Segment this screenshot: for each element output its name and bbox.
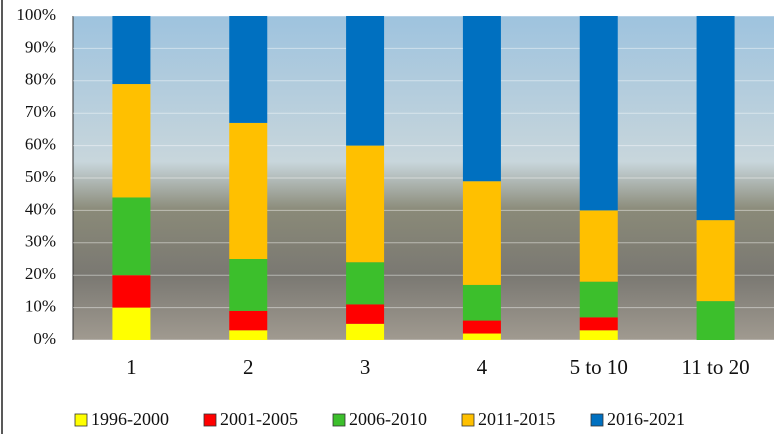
bar-segment [229,310,268,331]
legend-swatch [461,413,475,427]
legend-swatch [590,413,604,427]
legend-swatch [332,413,346,427]
x-tick-label: 11 to 20 [682,355,750,379]
bar-segment [229,259,268,311]
legend-label: 2016-2021 [607,409,685,429]
x-tick-label: 2 [243,355,254,379]
bar-segment [229,122,268,259]
y-tick-label: 40% [25,199,56,218]
bar-segment [112,307,151,340]
legend-label: 2006-2010 [349,409,427,429]
y-tick-label: 30% [25,232,56,251]
bar-segment [346,304,385,324]
y-tick-label: 10% [25,297,56,316]
x-tick-label: 1 [126,355,137,379]
x-tick-label: 3 [360,355,371,379]
bar-segment [462,181,501,285]
legend-label: 2011-2015 [478,409,555,429]
bar-segment [579,330,618,340]
bar-segment [696,16,735,221]
y-tick-label: 80% [25,70,56,89]
bar-segment [346,323,385,340]
bar-segment [462,284,501,321]
x-tick-label: 4 [477,355,488,379]
x-tick-label: 5 to 10 [570,355,628,379]
bar-segment [462,333,501,340]
bar-segment [579,281,618,318]
bar-segment [112,197,151,276]
bar-segment [579,317,618,331]
legend-swatch [74,413,88,427]
bar-segment [112,16,151,85]
bar-segment [112,84,151,198]
bar-segment [229,330,268,340]
y-tick-label: 20% [25,264,56,283]
y-tick-label: 90% [25,37,56,56]
y-tick-label: 0% [33,329,56,348]
bar-segment [346,262,385,305]
y-tick-label: 50% [25,167,56,186]
bar-segment [112,275,151,308]
bar-segment [346,145,385,263]
bar-segment [346,16,385,146]
legend-label: 2001-2005 [220,409,298,429]
y-tick-label: 100% [16,5,56,24]
background-photo [73,16,774,340]
bar-segment [696,220,735,302]
y-tick-label: 60% [25,135,56,154]
bar-segment [229,16,268,123]
bar-segment [462,320,501,334]
bar-segment [462,16,501,182]
legend-label: 1996-2000 [91,409,169,429]
legend-swatch [203,413,217,427]
bar-segment [696,301,735,340]
bar-segment [579,210,618,282]
y-tick-label: 70% [25,102,56,121]
bar-segment [579,16,618,211]
